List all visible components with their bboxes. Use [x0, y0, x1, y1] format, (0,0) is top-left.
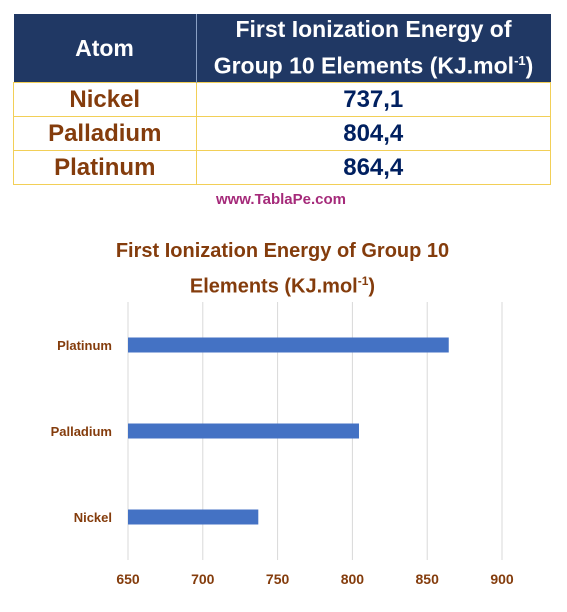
header-atom: Atom: [13, 14, 196, 83]
atom-cell: Platinum: [13, 150, 197, 185]
x-tick-label: 650: [116, 571, 140, 587]
bar: [128, 509, 259, 525]
header-energy-sup: -1: [514, 53, 526, 69]
y-category-label: Palladium: [51, 424, 112, 439]
chart-title-line2: Elements (KJ.mol: [189, 275, 358, 298]
bar-chart: 650 700 750 800 850 900 Nickel Palladium Platinu…: [51, 302, 514, 587]
header-energy-line1: First Ionization Energy of: [235, 16, 512, 43]
y-category-label: Platinum: [57, 338, 112, 353]
x-tick-label: 850: [416, 571, 440, 587]
table-row: Nickel 737,1: [13, 82, 551, 117]
x-tick-label: 750: [266, 571, 290, 587]
bar: [128, 337, 449, 353]
chart-title-line1: First Ionization Energy of Group 10: [115, 240, 450, 262]
atom-cell: Nickel: [13, 82, 197, 117]
chart-title-close: ): [368, 275, 376, 298]
x-tick-label: 800: [341, 571, 365, 587]
chart-title: First Ionization Energy of Group 10 Elem…: [0, 236, 565, 302]
bar: [128, 423, 359, 439]
energy-table: Atom First Ionization Energy of Group 10…: [13, 14, 551, 185]
chart-title-sup: -1: [357, 274, 369, 288]
atom-cell: Palladium: [13, 116, 197, 151]
energy-cell: 804,4: [195, 116, 551, 151]
table-row: Platinum 864,4: [13, 150, 551, 185]
energy-cell: 864,4: [195, 150, 551, 185]
header-energy-close: ): [525, 52, 534, 79]
table-row: Palladium 804,4: [13, 116, 551, 151]
header-energy: First Ionization Energy of Group 10 Elem…: [195, 14, 551, 83]
watermark-text: www.TablaPe.com: [215, 191, 347, 208]
energy-cell: 737,1: [195, 82, 551, 117]
header-energy-line2: Group 10 Elements (KJ.mol: [213, 52, 515, 79]
x-tick-label: 900: [490, 571, 514, 587]
x-tick-label: 700: [191, 571, 215, 587]
y-category-label: Nickel: [74, 510, 112, 525]
table-header-row: Atom First Ionization Energy of Group 10…: [13, 14, 551, 83]
